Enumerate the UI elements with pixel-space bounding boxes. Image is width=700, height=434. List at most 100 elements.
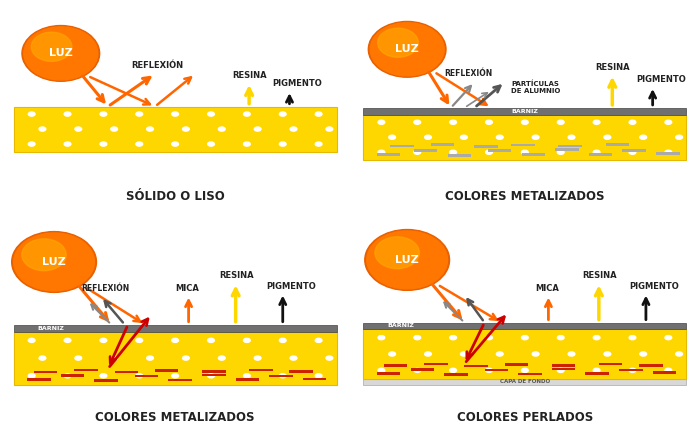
Circle shape	[279, 112, 286, 116]
Circle shape	[532, 352, 539, 356]
Ellipse shape	[365, 230, 449, 290]
Ellipse shape	[375, 237, 419, 269]
Circle shape	[568, 135, 575, 139]
Circle shape	[389, 135, 396, 139]
Circle shape	[315, 374, 322, 378]
Bar	[652, 372, 676, 374]
Bar	[14, 107, 337, 151]
Circle shape	[39, 356, 46, 360]
Bar	[475, 145, 498, 148]
Text: REFLEXIÓN: REFLEXIÓN	[81, 284, 130, 293]
Circle shape	[568, 352, 575, 356]
Ellipse shape	[22, 239, 66, 271]
Text: LUZ: LUZ	[49, 49, 73, 59]
Text: REFLEXIÓN: REFLEXIÓN	[132, 61, 183, 70]
Circle shape	[522, 368, 528, 372]
Circle shape	[486, 368, 492, 372]
Circle shape	[315, 339, 322, 342]
Bar	[512, 144, 535, 146]
Bar	[61, 374, 84, 377]
Text: PIGMENTO: PIGMENTO	[266, 282, 316, 291]
Circle shape	[557, 335, 564, 340]
Circle shape	[208, 142, 214, 146]
Circle shape	[676, 352, 682, 356]
Circle shape	[244, 112, 250, 116]
Circle shape	[75, 127, 82, 131]
Bar	[585, 372, 609, 375]
Circle shape	[640, 352, 647, 356]
Circle shape	[593, 368, 600, 372]
Circle shape	[100, 142, 107, 146]
Circle shape	[136, 142, 143, 146]
Circle shape	[100, 112, 107, 116]
Circle shape	[28, 339, 35, 342]
Circle shape	[218, 356, 225, 360]
Bar	[14, 332, 337, 385]
Bar	[656, 152, 680, 155]
Bar	[424, 362, 447, 365]
Circle shape	[604, 135, 610, 139]
Circle shape	[183, 356, 189, 360]
Bar	[94, 379, 118, 382]
Bar	[552, 368, 575, 370]
Text: RESINA: RESINA	[219, 271, 253, 280]
Circle shape	[64, 339, 71, 342]
Bar	[115, 371, 138, 373]
Circle shape	[172, 142, 178, 146]
Circle shape	[593, 120, 600, 124]
Circle shape	[414, 368, 421, 372]
Circle shape	[75, 356, 82, 360]
Circle shape	[425, 352, 431, 356]
Circle shape	[39, 127, 46, 131]
Ellipse shape	[14, 233, 94, 291]
Circle shape	[450, 150, 456, 155]
Bar	[639, 364, 663, 367]
Bar	[27, 378, 50, 381]
Circle shape	[389, 352, 396, 356]
Circle shape	[522, 120, 528, 124]
Text: CAPA DE FONDO: CAPA DE FONDO	[500, 379, 550, 384]
Circle shape	[100, 374, 107, 378]
Bar	[484, 368, 508, 371]
Bar	[505, 363, 528, 366]
Circle shape	[28, 112, 35, 116]
Bar	[410, 368, 434, 371]
Bar	[34, 371, 57, 373]
Circle shape	[629, 150, 636, 155]
Ellipse shape	[367, 231, 447, 289]
Text: LUZ: LUZ	[42, 257, 66, 267]
Text: COLORES METALIZADOS: COLORES METALIZADOS	[95, 411, 255, 424]
Circle shape	[244, 374, 250, 378]
Circle shape	[111, 127, 118, 131]
Circle shape	[315, 112, 322, 116]
Bar	[464, 365, 488, 367]
Bar	[169, 379, 192, 381]
Circle shape	[378, 120, 385, 124]
Circle shape	[290, 127, 297, 131]
Circle shape	[522, 150, 528, 155]
Bar	[589, 153, 612, 156]
Text: PARTÍCULAS
DE ALUMNIO: PARTÍCULAS DE ALUMNIO	[512, 81, 561, 94]
Bar	[363, 322, 686, 329]
Circle shape	[496, 135, 503, 139]
Circle shape	[486, 150, 492, 155]
Circle shape	[665, 335, 672, 340]
Circle shape	[218, 127, 225, 131]
Circle shape	[593, 335, 600, 340]
Text: COLORES METALIZADOS: COLORES METALIZADOS	[445, 190, 605, 203]
Bar	[488, 149, 512, 152]
Circle shape	[629, 335, 636, 340]
Circle shape	[254, 127, 261, 131]
Circle shape	[100, 339, 107, 342]
Bar	[444, 373, 468, 376]
Circle shape	[326, 356, 332, 360]
Circle shape	[111, 356, 118, 360]
Circle shape	[557, 120, 564, 124]
Bar	[414, 149, 438, 151]
Circle shape	[496, 352, 503, 356]
Bar	[270, 375, 293, 377]
Bar	[555, 148, 579, 151]
Text: LUZ: LUZ	[395, 255, 419, 265]
Circle shape	[172, 374, 178, 378]
Text: PIGMENTO: PIGMENTO	[629, 282, 679, 291]
